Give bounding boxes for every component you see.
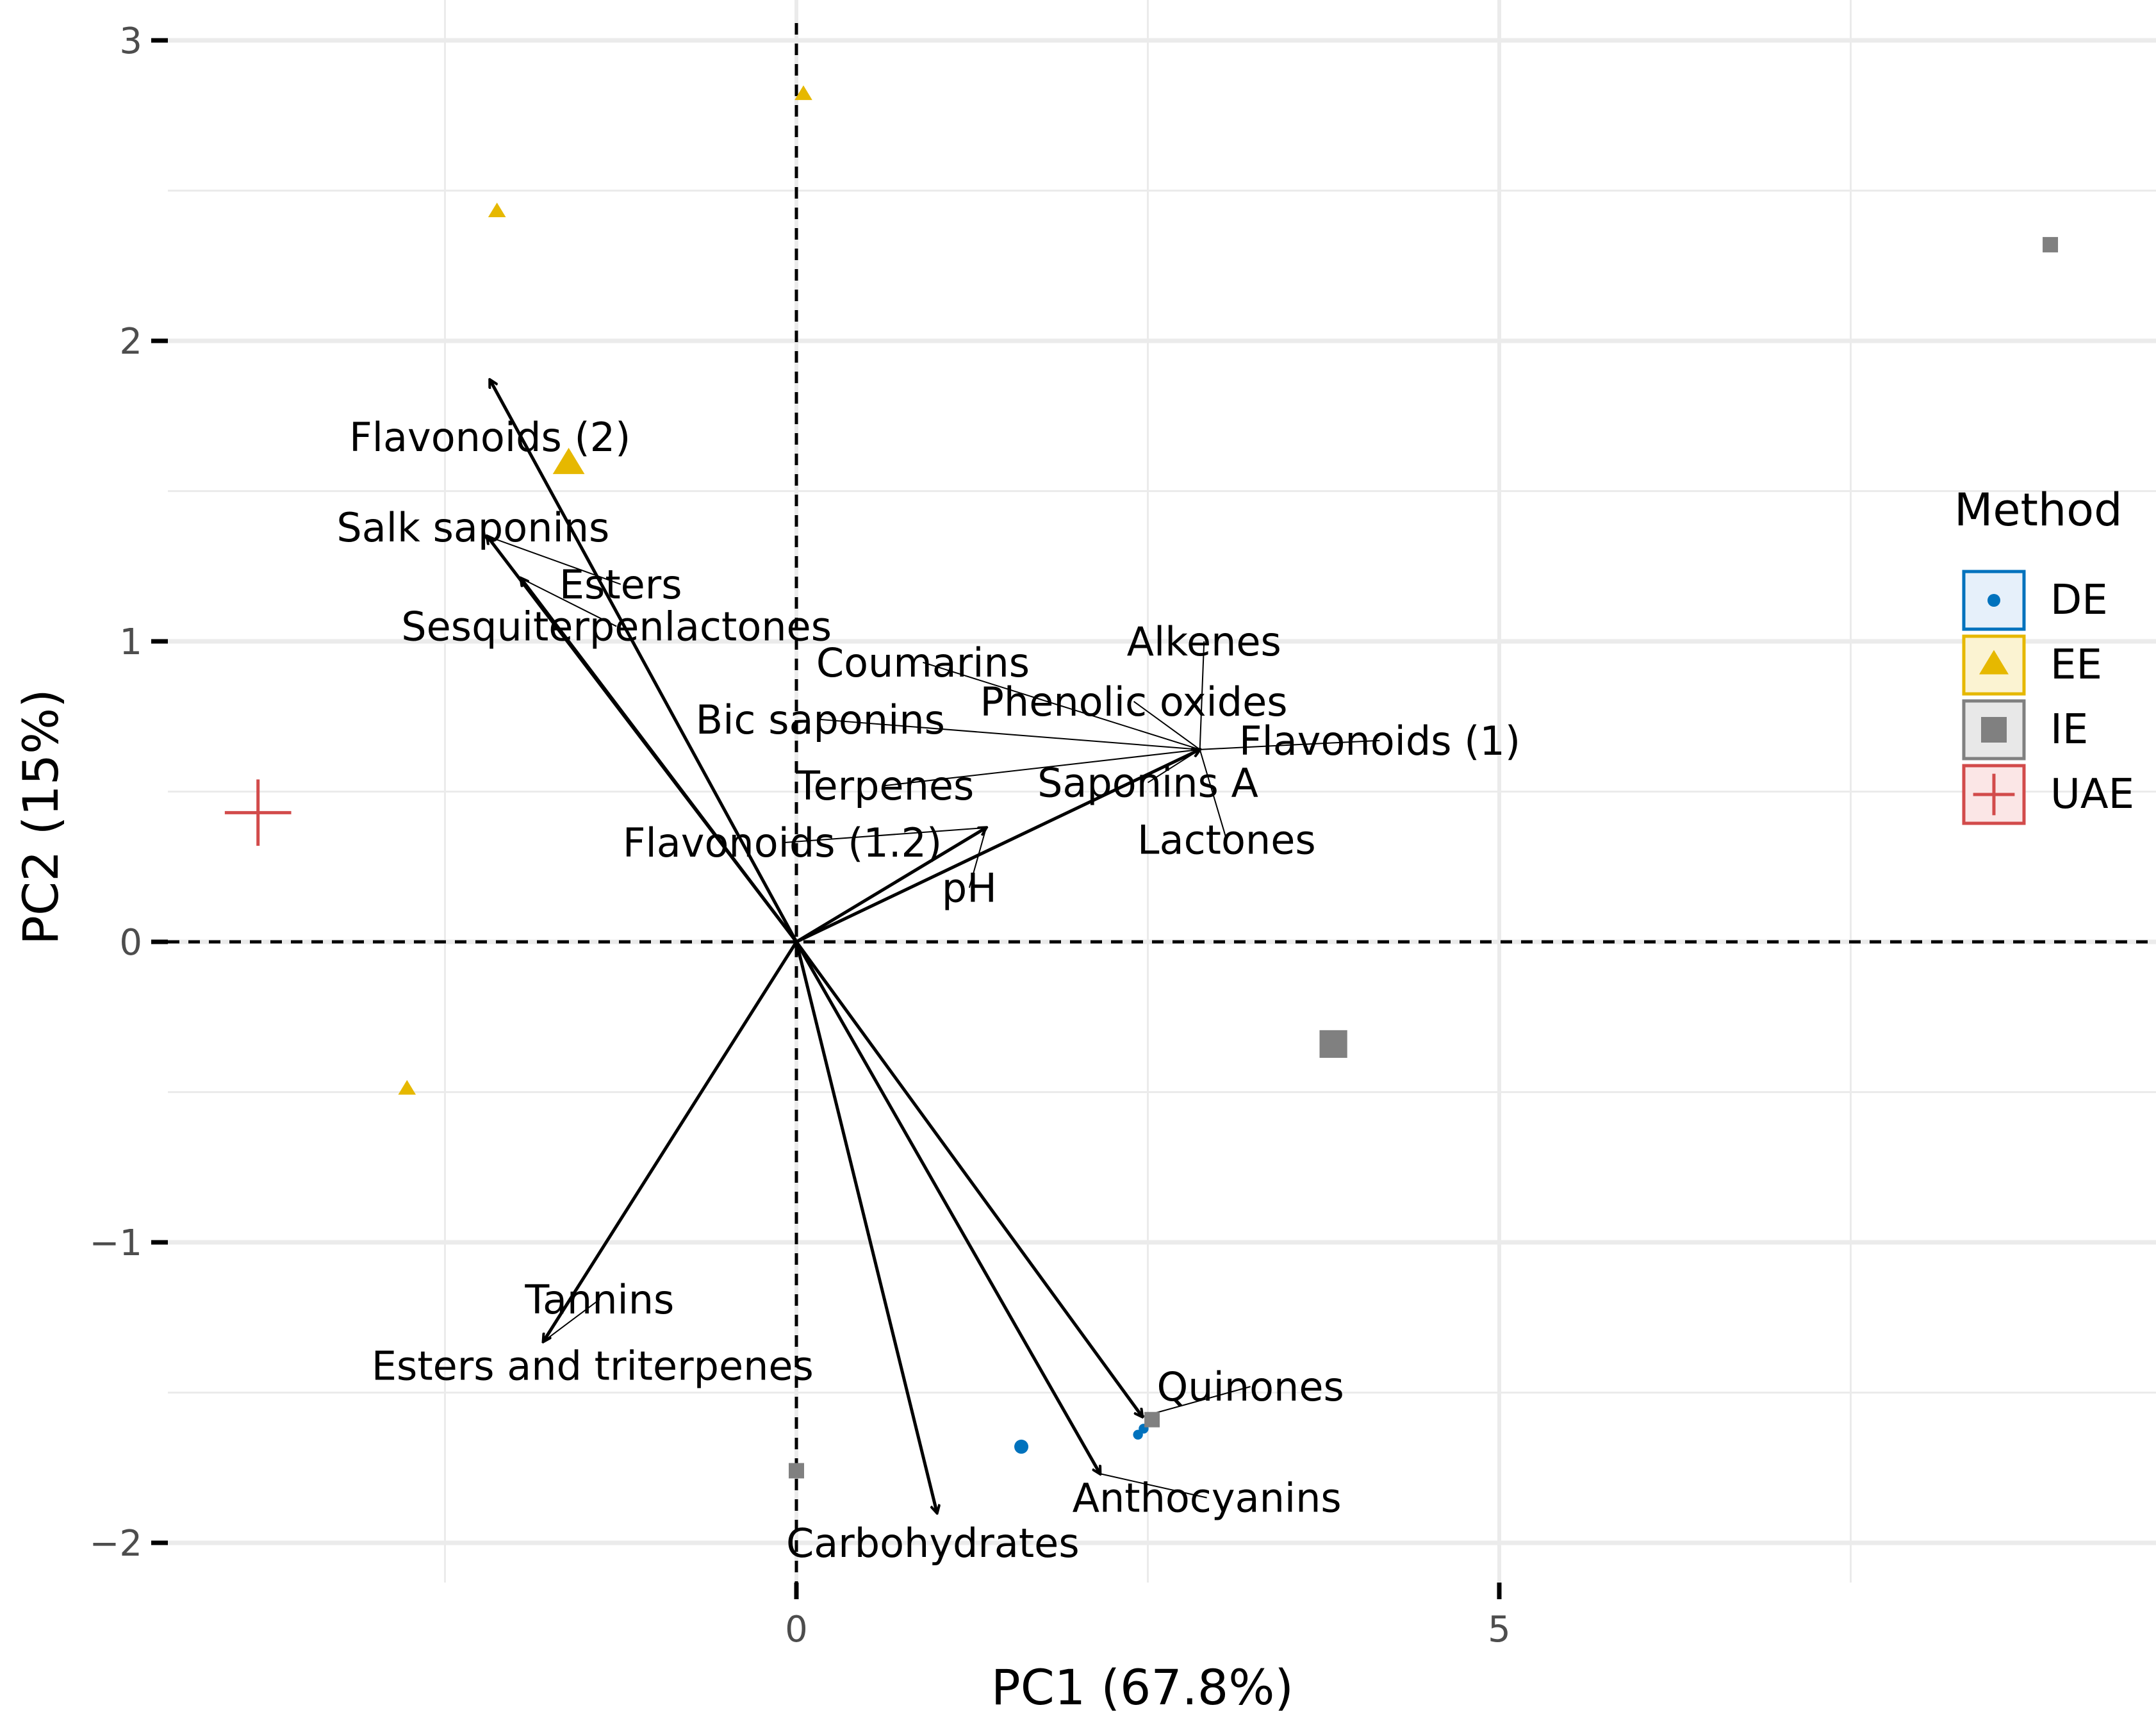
x-axis-title: PC1 (67.8%) — [991, 1659, 1294, 1716]
axes: −2 −1 0 1 2 3 0 5 — [89, 21, 1510, 1650]
label-connector — [1199, 641, 1205, 750]
y-tick-label: −1 — [89, 1222, 142, 1264]
loading-label: Coumarins — [816, 639, 1030, 686]
label-connector — [1142, 1386, 1251, 1417]
loading-label: Salk saponins — [336, 504, 609, 551]
loading-label: Saponins A — [1037, 759, 1258, 806]
legend: Method DE EE IE UAE — [1954, 484, 2134, 825]
point-de — [1014, 1439, 1029, 1454]
label-connector — [923, 661, 1200, 750]
y-tick-label: 3 — [119, 21, 142, 62]
loading-label: Tannins — [524, 1276, 674, 1323]
loading-arrow — [794, 941, 1142, 1417]
legend-label: UAE — [2050, 771, 2134, 818]
loading-label: Anthocyanins — [1073, 1475, 1342, 1522]
label-connector — [820, 718, 1200, 750]
legend-entry-ee: EE — [1962, 634, 2102, 696]
loading-label: Flavonoids (1.2) — [623, 819, 942, 866]
loading-label: Esters — [559, 561, 682, 608]
point-ie — [1144, 1411, 1160, 1428]
legend-entry-uae: UAE — [1962, 764, 2134, 825]
point-ie — [2043, 236, 2059, 252]
zero-lines — [168, 23, 2156, 1583]
x-tick-label: 5 — [1488, 1609, 1511, 1650]
legend-symbol — [1979, 650, 2009, 675]
label-connector — [968, 827, 987, 888]
loading-arrows — [487, 380, 1199, 1513]
label-connector — [782, 827, 987, 844]
loading-label: Flavonoids (2) — [349, 414, 630, 461]
loading-arrow — [795, 750, 1200, 944]
legend-label: IE — [2050, 706, 2088, 753]
loading-arrow — [543, 941, 798, 1342]
point-ee — [794, 85, 812, 101]
loading-label: Sesquiterpenlactones — [401, 604, 832, 650]
loading-arrow — [521, 579, 798, 943]
score-points — [224, 85, 2059, 1479]
y-tick-label: 0 — [119, 922, 142, 964]
y-tick-label: 2 — [119, 321, 142, 363]
loading-label: pH — [942, 865, 997, 912]
legend-entry-de: DE — [1962, 570, 2108, 631]
loading-label: Quinones — [1157, 1363, 1344, 1410]
legend-entry-ie: IE — [1962, 699, 2088, 761]
point-ie — [1319, 1030, 1347, 1058]
legend-title: Method — [1954, 484, 2123, 536]
legend-symbol — [1973, 773, 2015, 816]
label-connector — [520, 577, 617, 627]
label-connector — [1199, 739, 1380, 750]
loading-label: Bic saponins — [696, 696, 945, 743]
label-connectors — [486, 535, 1380, 1499]
point-ie — [789, 1463, 804, 1479]
loading-arrow — [490, 380, 798, 943]
label-connector — [1133, 700, 1201, 750]
point-ee — [552, 447, 585, 474]
point-ee — [488, 202, 506, 217]
label-connector — [1147, 748, 1201, 784]
loading-labels: Flavonoids (2) Salk saponins EstersSesquit… — [336, 414, 1520, 1567]
legend-symbol — [1987, 594, 2000, 607]
loading-arrow — [795, 828, 986, 944]
y-axis-title: PC2 (15%) — [12, 689, 69, 945]
loading-label: Alkenes — [1127, 618, 1281, 665]
loading-label: Carbohydrates — [786, 1520, 1080, 1567]
loading-label: Flavonoids (1) — [1239, 718, 1520, 764]
label-connector — [486, 535, 621, 585]
legend-label: DE — [2050, 577, 2108, 624]
label-connector — [1199, 749, 1228, 840]
y-tick-label: 1 — [119, 621, 142, 663]
point-uae — [224, 779, 292, 846]
loading-arrow — [794, 941, 937, 1513]
label-connector — [1099, 1473, 1207, 1499]
loading-label: Esters and triterpenes — [372, 1342, 814, 1389]
point-ee — [398, 1080, 416, 1095]
loading-label: Terpenes — [795, 762, 974, 809]
label-connector — [543, 1299, 600, 1342]
loading-label: Phenolic oxides — [980, 679, 1288, 725]
loading-label: Lactones — [1137, 817, 1316, 864]
grid — [168, 0, 2156, 1583]
loading-arrow — [794, 941, 1100, 1474]
y-tick-label: −2 — [89, 1523, 142, 1565]
x-tick-label: 0 — [785, 1609, 808, 1650]
legend-symbol — [1981, 717, 2007, 743]
legend-label: EE — [2050, 641, 2102, 689]
label-connector — [885, 748, 1200, 787]
